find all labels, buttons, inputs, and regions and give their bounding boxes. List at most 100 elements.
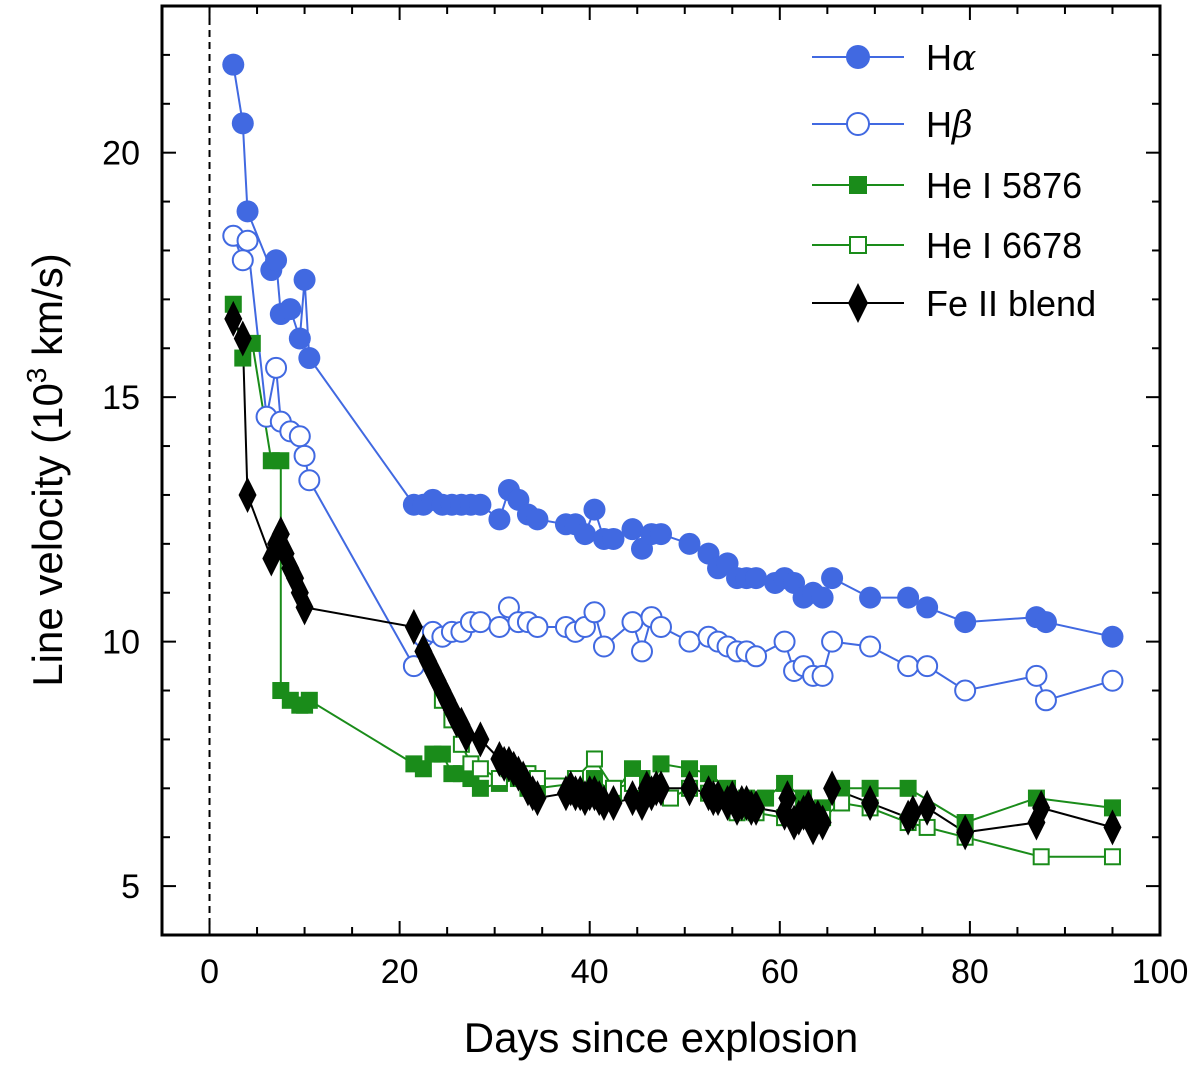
data-point-open-circle bbox=[630, 640, 653, 663]
data-point-diamond bbox=[233, 320, 252, 357]
legend-entry-hei-5876: He I 5876 bbox=[812, 165, 1082, 206]
data-point-open-square bbox=[471, 760, 489, 778]
plot-frame bbox=[160, 4, 1162, 937]
data-point-filled-circle bbox=[293, 268, 316, 291]
data-point-filled-circle bbox=[621, 518, 644, 541]
y-tick-label: 20 bbox=[102, 135, 140, 173]
data-point-diamond bbox=[680, 770, 699, 807]
data-point-filled-circle bbox=[469, 493, 492, 516]
data-point-open-circle bbox=[469, 611, 492, 634]
data-point-filled-circle bbox=[231, 112, 254, 135]
data-point-filled-circle bbox=[821, 567, 844, 590]
data-point-filled-square bbox=[471, 779, 489, 797]
data-point-filled-circle bbox=[1034, 611, 1057, 634]
data-point-filled-circle bbox=[583, 498, 606, 521]
data-point-diamond bbox=[604, 784, 623, 821]
data-point-filled-circle bbox=[236, 200, 259, 223]
data-point-filled-square bbox=[272, 452, 290, 470]
x-tick-label: 80 bbox=[951, 953, 989, 991]
legend-entry-halpha: Hα bbox=[812, 37, 976, 79]
series-markers-4 bbox=[224, 300, 1122, 851]
data-point-filled-square bbox=[652, 755, 670, 773]
data-point-filled-circle bbox=[859, 586, 882, 609]
data-point-filled-circle bbox=[811, 586, 834, 609]
data-point-diamond bbox=[652, 770, 670, 807]
data-point-diamond bbox=[238, 476, 257, 513]
data-point-diamond bbox=[813, 804, 832, 841]
data-point-filled-square bbox=[899, 779, 917, 797]
data-point-open-square bbox=[585, 750, 603, 768]
x-axis-label: Days since explosion bbox=[464, 1014, 859, 1061]
legend-marker-open-square bbox=[849, 236, 867, 254]
data-point-diamond bbox=[918, 789, 937, 826]
data-point-diamond bbox=[823, 770, 842, 807]
data-point-diamond bbox=[903, 794, 922, 831]
legend-label: Fe II blend bbox=[926, 283, 1096, 324]
legend-label: He I 5876 bbox=[926, 165, 1082, 206]
data-point-diamond bbox=[1032, 789, 1051, 826]
data-point-diamond bbox=[457, 716, 476, 753]
data-point-filled-square bbox=[234, 349, 252, 367]
y-tick-label: 15 bbox=[102, 379, 140, 417]
data-point-diamond bbox=[861, 784, 880, 821]
data-point-filled-circle bbox=[916, 596, 939, 619]
data-point-open-circle bbox=[1025, 664, 1048, 687]
data-point-open-circle bbox=[621, 611, 644, 634]
data-point-open-circle bbox=[954, 679, 977, 702]
data-point-open-circle bbox=[583, 601, 606, 624]
legend-entry-feii-blend: Fe II blend bbox=[812, 283, 1096, 324]
legend-label: Hβ bbox=[926, 104, 973, 146]
data-point-open-circle bbox=[236, 229, 259, 252]
data-point-filled-square bbox=[681, 760, 699, 778]
legend-marker-diamond bbox=[848, 283, 868, 323]
data-point-open-circle bbox=[773, 630, 796, 653]
x-tick-label: 40 bbox=[571, 953, 609, 991]
legend-entry-hei-6678: He I 6678 bbox=[812, 225, 1082, 266]
legend-marker-open-circle bbox=[846, 112, 870, 136]
data-point-open-circle bbox=[821, 630, 844, 653]
legend-marker-filled-circle bbox=[846, 45, 870, 69]
data-point-diamond bbox=[956, 814, 975, 851]
data-point-diamond bbox=[747, 789, 766, 826]
data-point-open-circle bbox=[650, 615, 672, 638]
data-point-open-circle bbox=[288, 425, 311, 448]
data-point-open-circle bbox=[916, 655, 939, 678]
legend-entry-hbeta: Hβ bbox=[812, 104, 973, 146]
x-tick-label: 100 bbox=[1132, 953, 1189, 991]
y-tick-label: 5 bbox=[121, 868, 140, 906]
data-point-diamond bbox=[1103, 809, 1122, 846]
data-point-open-circle bbox=[265, 356, 288, 379]
data-point-filled-circle bbox=[298, 347, 321, 370]
data-point-diamond bbox=[528, 780, 547, 817]
data-point-filled-circle bbox=[745, 567, 768, 590]
data-point-diamond bbox=[295, 589, 314, 626]
data-point-open-circle bbox=[526, 615, 549, 638]
x-tick-label: 20 bbox=[381, 953, 419, 991]
data-point-diamond bbox=[594, 784, 613, 821]
data-point-open-square bbox=[1032, 848, 1050, 866]
data-point-open-circle bbox=[231, 249, 254, 272]
data-point-filled-square bbox=[700, 765, 718, 783]
data-point-open-circle bbox=[859, 635, 882, 658]
data-point-filled-square bbox=[300, 691, 318, 709]
y-tick-label: 10 bbox=[102, 624, 140, 662]
data-point-filled-square bbox=[433, 745, 451, 763]
data-point-filled-circle bbox=[222, 53, 245, 76]
data-point-filled-circle bbox=[288, 327, 311, 350]
data-point-filled-circle bbox=[265, 249, 288, 272]
data-point-filled-circle bbox=[1101, 625, 1124, 648]
data-point-filled-circle bbox=[526, 508, 549, 531]
data-point-open-circle bbox=[1101, 669, 1124, 692]
data-point-open-circle bbox=[298, 469, 321, 492]
data-point-filled-circle bbox=[279, 298, 302, 321]
data-point-filled-circle bbox=[488, 508, 511, 531]
data-point-open-circle bbox=[745, 645, 768, 668]
data-point-filled-circle bbox=[650, 523, 672, 546]
data-point-open-circle bbox=[293, 444, 316, 467]
y-tick-labels: 5 10 15 20 bbox=[102, 135, 140, 906]
data-point-filled-square bbox=[414, 760, 432, 778]
series-markers-1 bbox=[222, 224, 1124, 712]
x-tick-label: 60 bbox=[761, 953, 799, 991]
data-point-open-circle bbox=[897, 655, 920, 678]
